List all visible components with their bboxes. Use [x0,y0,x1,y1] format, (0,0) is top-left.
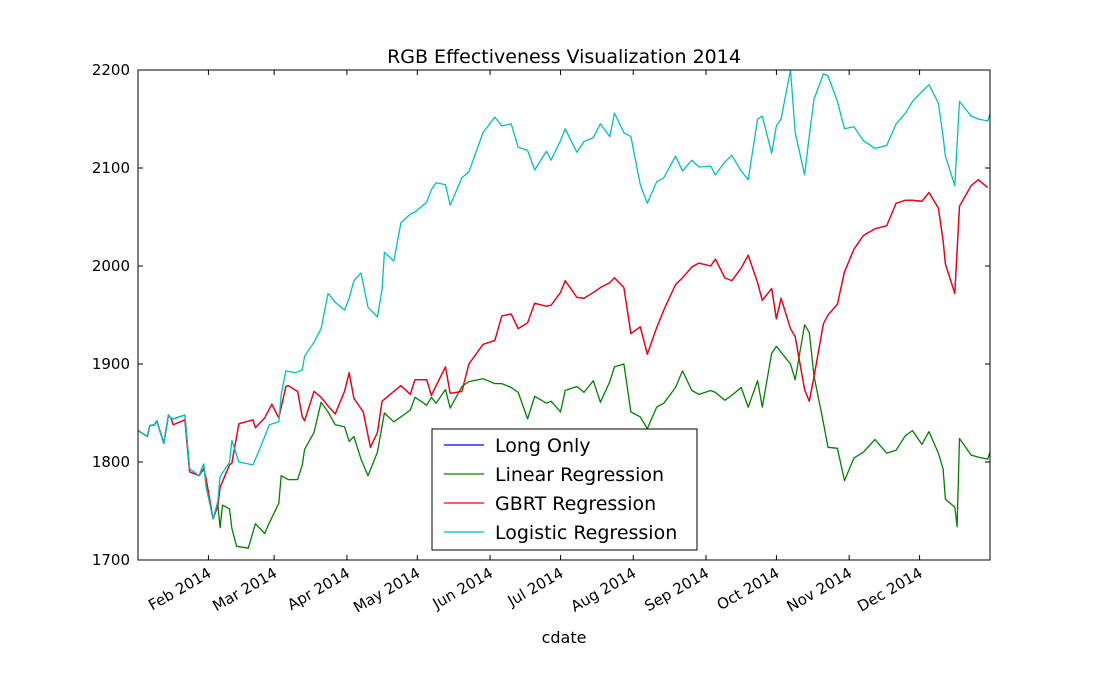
x-tick-label: Nov 2014 [784,564,856,616]
x-tick-label: Jul 2014 [504,564,567,611]
x-axis-label: cdate [542,628,587,647]
y-tick-label: 2000 [92,257,130,275]
series-line-gbrt-regression [137,179,989,520]
x-tick-label: Mar 2014 [209,564,280,615]
legend-box [431,428,698,551]
x-tick-label: Sep 2014 [641,564,712,615]
x-tick-label: Oct 2014 [714,564,783,614]
y-tick-label: 2100 [92,159,130,177]
y-tick-label: 2200 [92,61,130,79]
x-tick-label: Dec 2014 [854,564,925,616]
plot-frame [137,69,991,561]
series-line-logistic-regression [137,69,991,520]
legend-label-long-only: Long Only [495,435,591,457]
x-tick-label: Aug 2014 [568,564,640,616]
legend-label-logistic-regression: Logistic Regression [495,522,677,544]
x-tick-label: May 2014 [350,564,423,617]
legend-label-gbrt-regression: GBRT Regression [495,493,656,515]
legend-label-linear-regression: Linear Regression [495,464,664,486]
x-tick-label: Apr 2014 [284,564,353,614]
y-tick-label: 1700 [92,551,130,569]
y-axis: 1700 1800 1900 2000 2100 2200 [92,61,990,569]
chart-title: RGB Effectiveness Visualization 2014 [387,46,741,68]
plot-lines [137,69,991,549]
x-tick-label: Feb 2014 [145,564,214,614]
y-tick-label: 1900 [92,355,130,373]
series-line-linear-regression [137,324,991,549]
x-tick-label: Jun 2014 [429,564,496,613]
y-tick-label: 1800 [92,453,130,471]
legend: Long Only Linear Regression GBRT Regressio… [431,428,698,551]
